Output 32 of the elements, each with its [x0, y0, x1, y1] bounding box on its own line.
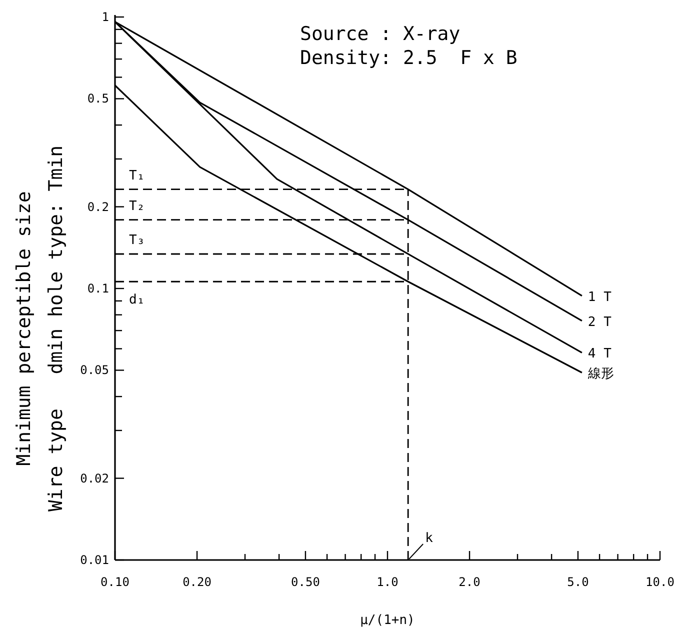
y-tick-label: 0.5 [87, 92, 109, 106]
y-tick-label: 0.02 [80, 471, 109, 486]
ref-line-label: k [425, 531, 434, 546]
ref-line-label: d₁ [129, 292, 145, 308]
y-tick-label: 0.2 [87, 200, 109, 214]
series-label: 線形 [586, 366, 614, 382]
x-axis-title: μ/(1+n) [360, 613, 415, 628]
x-tick-label: 0.20 [182, 575, 212, 589]
x-tick-label: 2.0 [458, 575, 480, 589]
ref-line-label: T₁ [129, 168, 145, 184]
y-tick-label: 0.1 [87, 282, 109, 296]
x-tick-label: 0.50 [291, 575, 320, 589]
y-tick-label: 0.05 [80, 363, 109, 378]
ref-line: T₂ [115, 198, 408, 221]
series-label: 2 T [588, 314, 612, 330]
x-tick-label: 10.0 [646, 575, 674, 589]
annotation: Density: 2.5 F x B [300, 47, 518, 69]
ref-line: T₁ [115, 168, 408, 190]
ref-line: d₁ [115, 280, 408, 308]
annotation: Source : X-ray [300, 23, 460, 45]
x-tick-label: 1.0 [376, 575, 398, 589]
ref-line-label: T₃ [129, 232, 145, 248]
x-tick-label: 0.10 [100, 575, 130, 589]
ref-line: T₃ [115, 233, 408, 255]
series-label: 4 T [588, 346, 612, 362]
y-tick-label: 1 [102, 10, 109, 24]
ref-line-label: T₂ [129, 198, 145, 214]
y-axis-title: Minimum perceptible size Wire type dmin hole type: Tmin [13, 145, 67, 512]
series-label: 1 T [588, 290, 612, 305]
x-tick-label: 5.0 [567, 575, 589, 589]
y-tick-label: 0.01 [80, 553, 109, 567]
ref-line: k [407, 189, 433, 560]
